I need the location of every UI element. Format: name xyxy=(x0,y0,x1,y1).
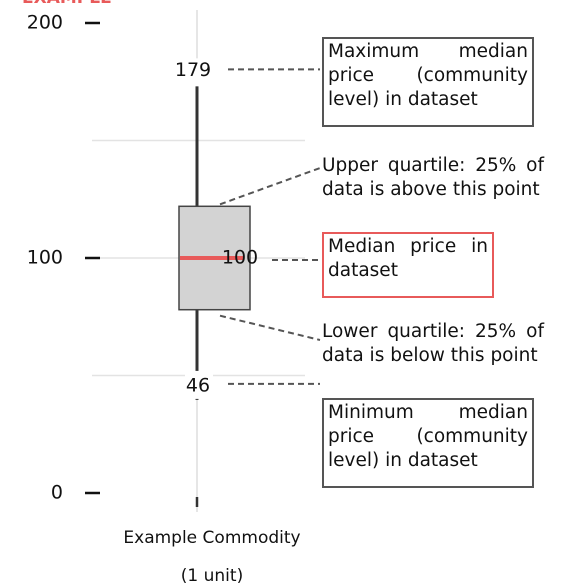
label-bg xyxy=(185,370,213,399)
x-axis-label: (1 unit) xyxy=(181,566,243,583)
leader-line xyxy=(219,167,321,206)
value-label: 46 xyxy=(186,374,210,396)
y-tick-label: 200 xyxy=(27,12,63,34)
leader-line xyxy=(219,314,321,341)
annotation: Median price in dataset xyxy=(322,232,494,298)
y-tick-label: 0 xyxy=(51,482,63,504)
annotation: Maximum median price (community level) i… xyxy=(322,37,534,127)
annotation: Lower quartile: 25% of data is below thi… xyxy=(322,321,544,366)
chart-title: EXAMPLE xyxy=(22,0,112,8)
x-tick-label: Example Commodity xyxy=(123,528,300,548)
annotation: Upper quartile: 25% of data is above thi… xyxy=(322,155,544,200)
annotation: Minimum median price (community level) i… xyxy=(322,398,534,488)
value-label: 179 xyxy=(175,59,211,81)
y-tick-label: 100 xyxy=(27,247,63,269)
value-label: 100 xyxy=(222,247,258,269)
label-bg xyxy=(180,58,210,87)
